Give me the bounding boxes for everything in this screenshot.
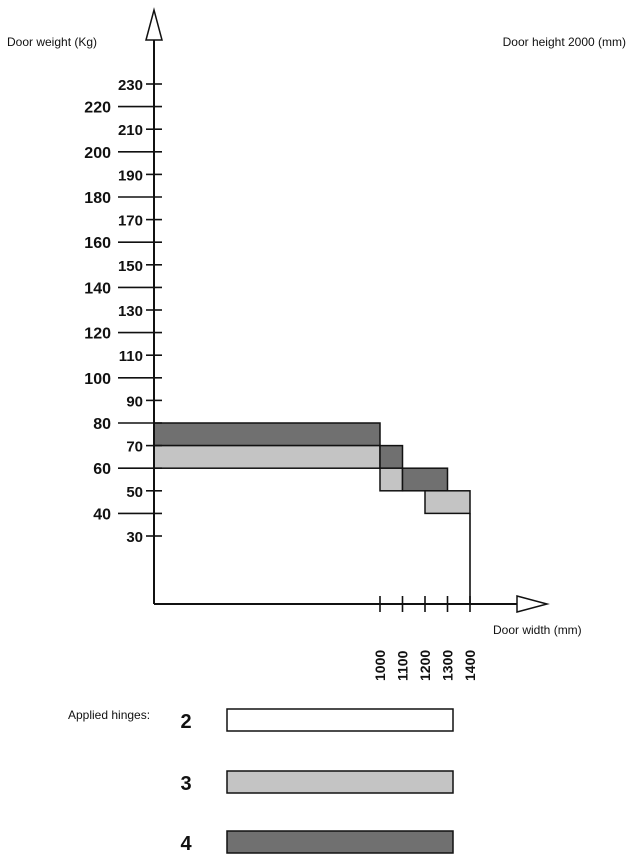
y-tick-label: 70 xyxy=(126,439,143,456)
y-tick-label: 30 xyxy=(126,529,143,546)
y-tick-label: 150 xyxy=(118,258,143,275)
y-tick-label: 120 xyxy=(84,326,111,343)
x-tick-label: 1100 xyxy=(395,650,411,681)
y-tick-label: 40 xyxy=(93,506,111,523)
door-height-note: Door height 2000 (mm) xyxy=(503,35,626,49)
legend-label: 4 xyxy=(180,833,192,855)
y-tick-label: 190 xyxy=(118,167,143,184)
x-tick-label: 1300 xyxy=(440,650,456,681)
legend-swatch xyxy=(226,830,454,854)
legend-swatch xyxy=(226,708,454,732)
x-tick-label: 1000 xyxy=(372,650,388,681)
x-axis-arrow xyxy=(516,595,550,613)
region-3-hinges xyxy=(424,490,471,515)
region-4-hinges xyxy=(153,422,381,447)
y-axis-label: Door weight (Kg) xyxy=(7,35,97,49)
y-ticks: 30 40 50 60 70 80 90 100 110 120 130 140 150 160 170 18… xyxy=(84,77,162,546)
x-axis-label: Door width (mm) xyxy=(493,623,582,637)
y-tick-label: 100 xyxy=(84,371,111,388)
y-tick-label: 170 xyxy=(118,213,143,230)
y-tick-label: 230 xyxy=(118,77,143,94)
y-tick-label: 160 xyxy=(84,235,111,252)
y-tick-label: 110 xyxy=(119,348,143,365)
y-tick-label: 220 xyxy=(84,100,111,117)
legend-swatch xyxy=(226,770,454,794)
y-tick-label: 180 xyxy=(84,190,111,207)
region-3-hinges xyxy=(379,467,404,492)
legend-label: 3 xyxy=(180,773,191,795)
region-3-hinges xyxy=(153,444,381,469)
hinge-regions xyxy=(153,422,471,515)
legend-label: 2 xyxy=(180,711,191,733)
y-tick-label: 210 xyxy=(118,122,143,139)
y-tick-label: 200 xyxy=(84,145,111,162)
x-ticks: 1000 1100 1200 1300 1400 xyxy=(372,513,478,681)
y-tick-label: 80 xyxy=(93,416,111,433)
y-tick-label: 140 xyxy=(84,280,111,297)
y-tick-label: 60 xyxy=(93,461,111,478)
region-4-hinges xyxy=(401,467,449,492)
y-tick-label: 90 xyxy=(126,393,143,410)
region-4-hinges xyxy=(379,444,404,469)
legend-title: Applied hinges: xyxy=(68,708,150,722)
y-tick-label: 50 xyxy=(126,484,143,501)
x-tick-label: 1400 xyxy=(462,650,478,681)
x-tick-label: 1200 xyxy=(417,650,433,681)
y-axis-arrow xyxy=(145,7,163,41)
legend: 2 3 4 xyxy=(180,708,454,855)
y-tick-label: 130 xyxy=(118,303,143,320)
